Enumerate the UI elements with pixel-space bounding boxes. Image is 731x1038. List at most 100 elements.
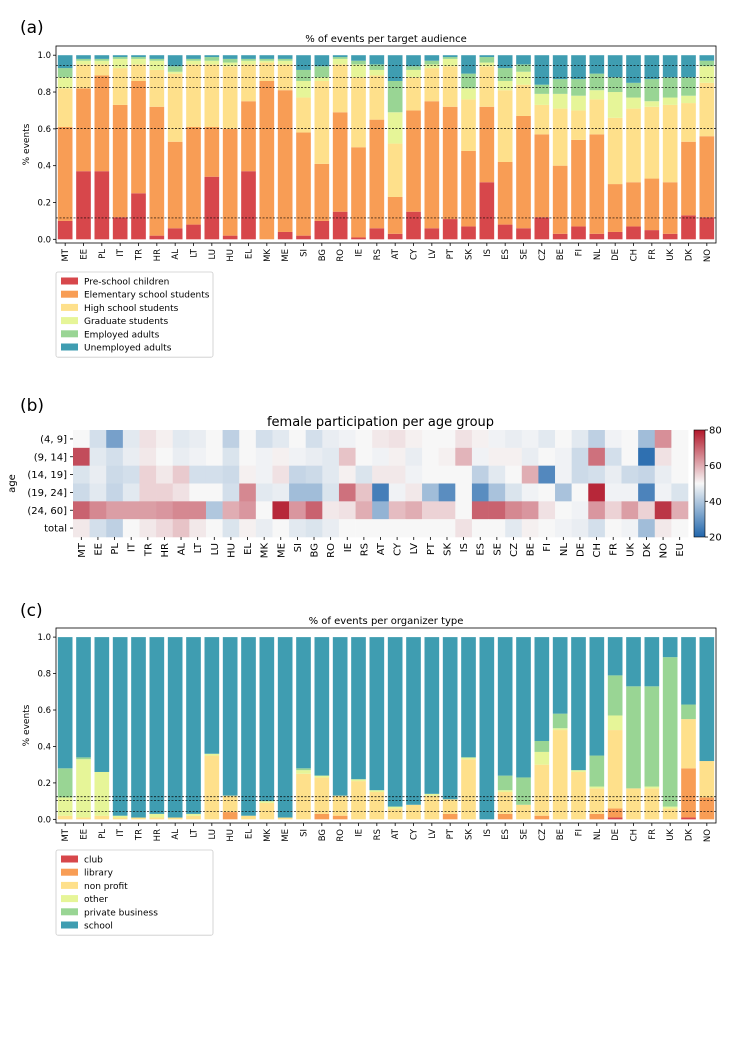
bar-segment (607, 715, 623, 731)
bar-segment (204, 60, 220, 65)
heatmap-cell (355, 483, 373, 502)
legend: club library non profit other private busine… (55, 849, 214, 936)
bar-segment (571, 771, 586, 820)
bar-segment (644, 637, 660, 687)
bar-segment (644, 106, 660, 179)
heatmap-cell (156, 430, 174, 449)
heatmap-cell (388, 519, 406, 538)
x-tick-label: FI (575, 829, 585, 836)
bar-segment (131, 55, 146, 58)
heatmap-cell (638, 430, 656, 449)
heatmap-cell (156, 501, 174, 520)
heatmap-cell (488, 519, 506, 538)
x-tick-label: NL (559, 543, 570, 556)
heatmap-cell (189, 465, 207, 484)
bar-segment (57, 637, 73, 769)
bar-segment (644, 55, 660, 80)
bar-segment (332, 211, 348, 240)
x-tick-label: NL (593, 829, 603, 840)
heatmap-cell (588, 519, 606, 538)
bar-segment (461, 55, 476, 74)
x-tick-label: MT (61, 248, 71, 261)
x-tick-label: AT (391, 248, 401, 259)
bar-segment (479, 182, 495, 240)
heatmap-cell (422, 465, 439, 484)
bar-segment (314, 637, 330, 776)
heatmap-cell (73, 483, 90, 502)
heatmap-cell (654, 447, 672, 466)
colorbar-tick-label: 80 (709, 426, 722, 437)
bar-segment (112, 104, 128, 218)
heatmap-cell (571, 447, 589, 466)
bar-segment (644, 786, 660, 789)
heatmap-cell (156, 465, 174, 484)
bar-segment (241, 60, 256, 65)
x-tick-label: TR (135, 829, 145, 841)
bar-segment (167, 228, 183, 240)
bar-segment (204, 176, 220, 240)
heatmap-cell (671, 501, 689, 520)
bar-segment (387, 808, 403, 820)
bar-segment (552, 55, 568, 80)
heatmap-cell (255, 501, 273, 520)
heatmap-cell (422, 430, 439, 449)
x-tick-label: AT (376, 542, 387, 555)
bar-segment (699, 55, 715, 61)
bar-segment (589, 233, 605, 240)
heatmap-cell (521, 519, 539, 538)
bar-segment (149, 106, 165, 236)
bar-segment (314, 775, 330, 778)
y-tick-label: 0.2 (37, 198, 51, 208)
heatmap-cell (289, 501, 306, 520)
heatmap-cell (604, 447, 622, 466)
x-tick-label: BE (556, 829, 566, 840)
x-tick-label: LU (208, 829, 218, 840)
bar-segment (314, 220, 330, 240)
bar-segment (681, 55, 696, 78)
bar-segment (479, 57, 495, 63)
colorbar (693, 429, 706, 538)
bar-segment (424, 637, 440, 794)
x-tick-label: SK (442, 543, 453, 556)
x-tick-label: MT (77, 542, 88, 558)
x-tick-label: LT (190, 828, 200, 838)
heatmap-cell (372, 483, 390, 502)
bar-segment (76, 60, 91, 65)
heatmap-cell (289, 465, 306, 484)
bar-segment (296, 770, 311, 774)
x-tick-label: CZ (509, 543, 520, 557)
x-tick-label: SI (300, 829, 310, 837)
bar-segment (332, 64, 348, 113)
x-tick-label: FR (609, 543, 620, 556)
heatmap-cell (156, 447, 174, 466)
bar-segment (662, 97, 678, 105)
heatmap-cell (388, 501, 406, 520)
x-tick-label: NO (659, 543, 670, 558)
heatmap-cell (239, 465, 257, 484)
heatmap-cell (571, 465, 589, 484)
legend-swatch (61, 855, 78, 863)
x-tick-label: CH (592, 543, 603, 558)
heatmap-cell (338, 483, 356, 502)
heatmap-cell (272, 483, 290, 502)
heatmap-cell (322, 465, 340, 484)
bar-segment (406, 804, 421, 820)
heatmap-cell (422, 519, 439, 538)
bar-segment (479, 637, 495, 820)
bar-segment (461, 73, 476, 89)
legend-label: Unemployed adults (84, 344, 172, 354)
heatmap-cell (538, 430, 556, 449)
heatmap-cell (289, 447, 306, 466)
x-tick-label: BG (318, 829, 328, 841)
heatmap-cell (89, 483, 107, 502)
heatmap-cell (521, 501, 539, 520)
bar-segment (681, 95, 696, 104)
bar-segment (259, 801, 275, 803)
bar-segment (131, 58, 146, 65)
heatmap-cell (106, 501, 124, 520)
bar-segment (461, 226, 476, 240)
heatmap-cell (239, 501, 257, 520)
heatmap-cell (555, 501, 572, 520)
legend-swatch (61, 868, 78, 876)
